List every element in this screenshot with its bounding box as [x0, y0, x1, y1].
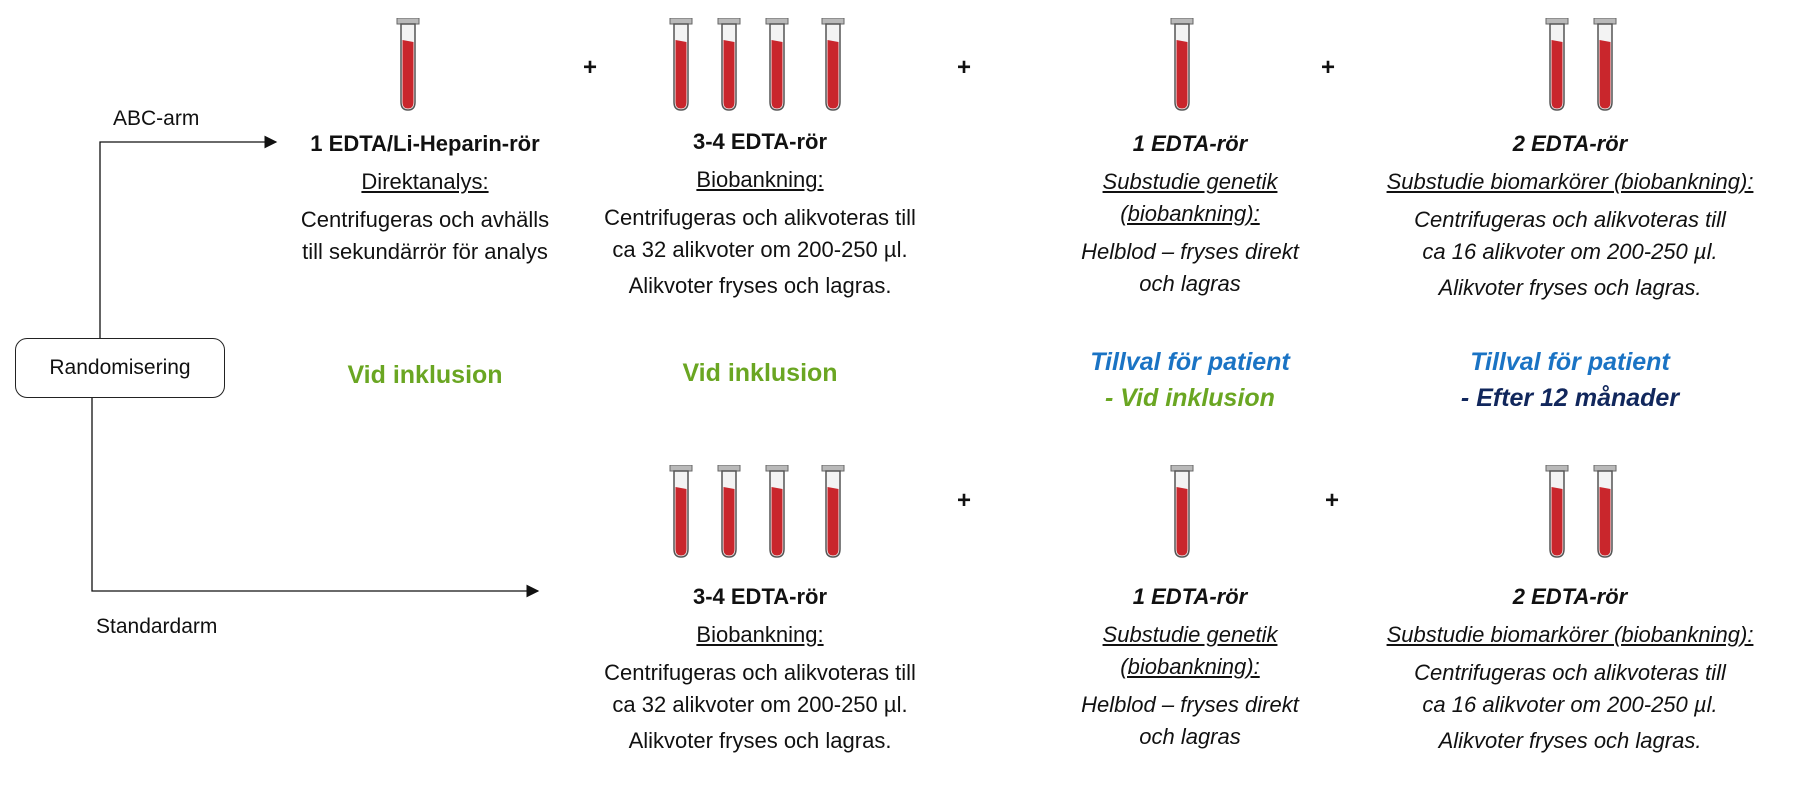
blood-tube-icon	[763, 465, 791, 560]
tube-subtitle: Direktanalys:	[361, 168, 489, 194]
abc-biomarkers-block: 2 EDTA-rör Substudie biomarkörer (bioban…	[1360, 128, 1780, 303]
abc-genetics-block: 1 EDTA-rör Substudie genetik (biobanknin…	[1040, 128, 1340, 299]
abc-biomarkers-status: Tillval för patient - Efter 12 månader	[1360, 344, 1780, 417]
blood-tube-icon	[1591, 465, 1619, 560]
blood-tube-icon	[1591, 18, 1619, 113]
plus-sign: +	[582, 54, 597, 81]
tube-subtitle: Biobankning:	[696, 166, 824, 192]
blood-tube-icon	[715, 18, 743, 113]
abc-direct-tubes	[394, 18, 422, 113]
tube-desc-line: Centrifugeras och alikvoteras till	[1414, 659, 1726, 685]
tube-desc-line: Centrifugeras och alikvoteras till	[1414, 206, 1726, 232]
tube-desc-line: ca 16 alikvoter om 200-250 µl.	[1422, 691, 1718, 717]
blood-tube-icon	[667, 465, 695, 560]
tube-desc-line: och lagras	[1139, 723, 1241, 749]
randomization-box: Randomisering	[15, 338, 225, 398]
tube-desc-line: ca 16 alikvoter om 200-250 µl.	[1422, 238, 1718, 264]
plus-sign: +	[1320, 54, 1335, 81]
status-line: Tillval för patient	[1090, 348, 1290, 376]
tube-desc-line: Alikvoter fryses och lagras.	[628, 272, 892, 298]
tube-subtitle: Substudie genetik	[1102, 168, 1278, 194]
blood-tube-icon	[819, 465, 847, 560]
abc-biobank-tubes	[667, 18, 847, 113]
tube-title: 3-4 EDTA-rör	[692, 584, 828, 609]
tube-desc-line: till sekundärrör för analys	[302, 238, 548, 264]
std-biomarkers-tubes	[1543, 465, 1619, 560]
tube-desc-line: Alikvoter fryses och lagras.	[628, 727, 892, 753]
tube-desc-line: Alikvoter fryses och lagras.	[1438, 727, 1702, 753]
blood-tube-icon	[1168, 18, 1196, 113]
abc-direct-block: 1 EDTA/Li-Heparin-rör Direktanalys: Cent…	[270, 128, 580, 268]
tube-title: 1 EDTA-rör	[1132, 584, 1248, 609]
blood-tube-icon	[667, 18, 695, 113]
tube-title: 2 EDTA-rör	[1512, 584, 1628, 609]
blood-tube-icon	[1543, 18, 1571, 113]
blood-tube-icon	[763, 18, 791, 113]
tube-title: 2 EDTA-rör	[1512, 131, 1628, 156]
tube-subtitle: Substudie genetik	[1102, 621, 1278, 647]
plus-sign: +	[956, 54, 971, 81]
abc-biomarkers-tubes	[1543, 18, 1619, 113]
tube-desc-line: Centrifugeras och alikvoteras till	[604, 204, 916, 230]
abc-direct-status: Vid inklusion	[347, 361, 503, 389]
blood-tube-icon	[819, 18, 847, 113]
tube-desc-line: Helblod – fryses direkt	[1081, 691, 1299, 717]
std-biobank-block: 3-4 EDTA-rör Biobankning: Centrifugeras …	[575, 581, 945, 756]
tube-subtitle: Biobankning:	[696, 621, 824, 647]
abc-genetics-status: Tillval för patient - Vid inklusion	[1040, 344, 1340, 417]
blood-tube-icon	[715, 465, 743, 560]
abc-genetics-tubes	[1168, 18, 1196, 113]
blood-tube-icon	[1168, 465, 1196, 560]
tube-subtitle: (biobankning):	[1120, 653, 1260, 679]
tube-desc-line: ca 32 alikvoter om 200-250 µl.	[612, 236, 908, 262]
standard-arm-connector	[91, 398, 540, 598]
randomization-label: Randomisering	[49, 356, 191, 379]
blood-tube-icon	[1543, 465, 1571, 560]
abc-biobank-block: 3-4 EDTA-rör Biobankning: Centrifugeras …	[575, 126, 945, 301]
std-genetics-block: 1 EDTA-rör Substudie genetik (biobanknin…	[1040, 581, 1340, 752]
tube-title: 1 EDTA-rör	[1132, 131, 1248, 156]
tube-desc-line: Alikvoter fryses och lagras.	[1438, 274, 1702, 300]
plus-sign: +	[956, 487, 971, 514]
standard-arm-label: Standardarm	[96, 615, 218, 638]
tube-subtitle: Substudie biomarkörer (biobankning):	[1386, 621, 1754, 647]
tube-desc-line: ca 32 alikvoter om 200-250 µl.	[612, 691, 908, 717]
tube-title: 1 EDTA/Li-Heparin-rör	[310, 131, 540, 156]
blood-tube-icon	[394, 18, 422, 113]
tube-subtitle: Substudie biomarkörer (biobankning):	[1386, 168, 1754, 194]
std-biomarkers-block: 2 EDTA-rör Substudie biomarkörer (bioban…	[1360, 581, 1780, 756]
tube-desc-line: Centrifugeras och avhälls	[300, 206, 550, 232]
status-line: - Vid inklusion	[1105, 384, 1275, 413]
status-line: Tillval för patient	[1470, 348, 1670, 376]
std-genetics-tubes	[1168, 465, 1196, 560]
std-biobank-tubes	[667, 465, 847, 560]
tube-title: 3-4 EDTA-rör	[692, 129, 828, 154]
tube-desc-line: Centrifugeras och alikvoteras till	[604, 659, 916, 685]
tube-subtitle: (biobankning):	[1120, 200, 1260, 226]
tube-desc-line: Helblod – fryses direkt	[1081, 238, 1299, 264]
abc-arm-label: ABC-arm	[113, 107, 200, 130]
tube-desc-line: och lagras	[1139, 270, 1241, 296]
plus-sign: +	[1324, 487, 1339, 514]
abc-biobank-status: Vid inklusion	[682, 359, 838, 387]
status-line: - Efter 12 månader	[1460, 384, 1680, 413]
abc-arm-connector	[99, 135, 278, 338]
